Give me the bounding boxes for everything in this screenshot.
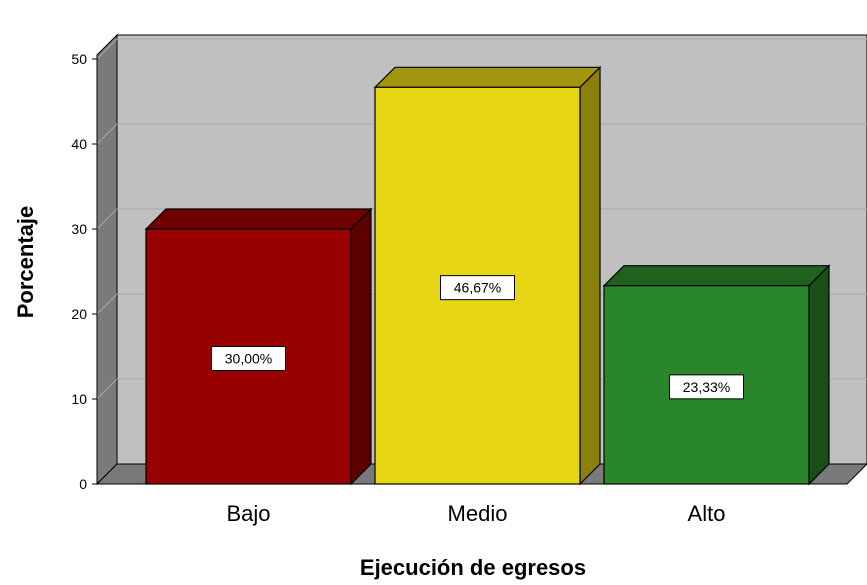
data-label-box: [440, 275, 515, 301]
bar-group: 23,33%: [602, 264, 831, 486]
data-label: 23,33%: [669, 374, 744, 400]
gridline-side: [96, 38, 118, 60]
y-axis: 0 10 20 30 40 50: [71, 51, 98, 492]
y-tick-label: 30: [71, 221, 87, 237]
data-label-text: 23,33%: [683, 379, 730, 395]
x-tick-label: Alto: [688, 501, 726, 526]
gridline-side: [96, 378, 118, 400]
x-axis-title: Ejecución de egresos: [360, 555, 586, 580]
bar-top: [602, 265, 831, 287]
y-tick-label: 0: [79, 476, 87, 492]
bar-top: [144, 208, 373, 230]
x-tick-label: Medio: [448, 501, 508, 526]
x-tick-label: Bajo: [226, 501, 270, 526]
bar-top: [373, 66, 602, 88]
gridline-side: [96, 293, 118, 315]
gridline-side: [96, 123, 118, 145]
data-label-text: 46,67%: [454, 280, 501, 296]
left-wall: [96, 33, 118, 486]
data-label-box: [669, 374, 744, 400]
data-label-text: 30,00%: [225, 351, 272, 367]
bar-side: [579, 65, 601, 486]
bar-group: 30,00%: [144, 207, 373, 486]
data-label: 46,67%: [440, 275, 515, 301]
bar-group: 46,67%: [373, 65, 602, 486]
y-tick-label: 40: [71, 136, 87, 152]
y-tick-label: 50: [71, 51, 87, 67]
bar-side: [808, 264, 830, 486]
bars: 30,00% 46,67% 23,33%: [144, 65, 831, 486]
y-tick-label: 10: [71, 391, 87, 407]
x-axis: Bajo Medio Alto: [97, 483, 847, 526]
y-tick-label: 20: [71, 306, 87, 322]
data-label-box: [211, 346, 286, 371]
y-axis-title: Porcentaje: [13, 206, 38, 319]
bar-side: [350, 207, 372, 486]
data-label: 30,00%: [211, 346, 286, 371]
gridline-side: [96, 208, 118, 230]
